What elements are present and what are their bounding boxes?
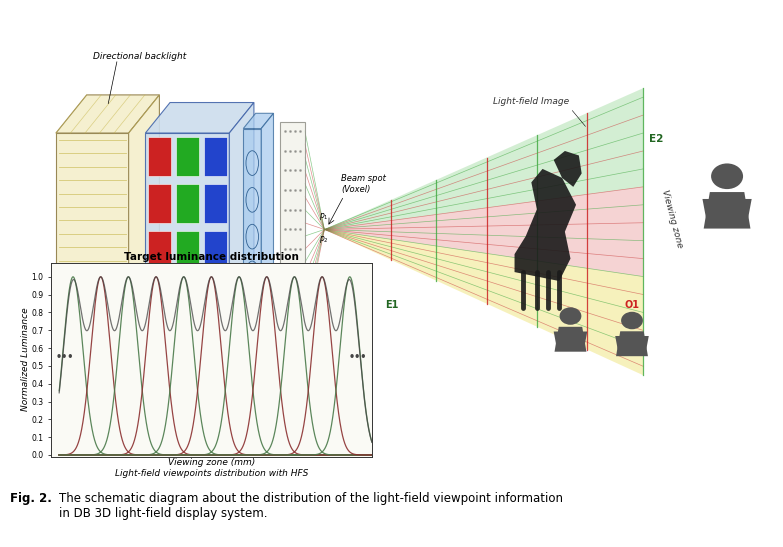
Polygon shape bbox=[146, 133, 229, 322]
Bar bbox=[175, 231, 199, 271]
Text: •••: ••• bbox=[349, 352, 367, 362]
Bar bbox=[175, 137, 199, 176]
Text: O1: O1 bbox=[625, 300, 640, 310]
Polygon shape bbox=[324, 88, 643, 230]
Polygon shape bbox=[324, 230, 643, 375]
Text: The schematic diagram about the distribution of the light-field viewpoint inform: The schematic diagram about the distribu… bbox=[59, 492, 563, 520]
Text: LCD panel: LCD panel bbox=[114, 335, 161, 344]
Circle shape bbox=[711, 164, 743, 189]
Polygon shape bbox=[615, 336, 649, 350]
X-axis label: Viewing zone (mm)
Light-field viewpoints distribution with HFS: Viewing zone (mm) Light-field viewpoints… bbox=[115, 458, 308, 478]
Polygon shape bbox=[128, 95, 160, 322]
Polygon shape bbox=[56, 133, 128, 322]
Text: Beam spot
(Voxel): Beam spot (Voxel) bbox=[341, 174, 386, 194]
Bar bbox=[148, 231, 171, 271]
Bar bbox=[204, 231, 227, 271]
Polygon shape bbox=[146, 102, 254, 133]
Bar bbox=[148, 137, 171, 176]
Polygon shape bbox=[554, 151, 582, 187]
Bar bbox=[204, 137, 227, 176]
Bar bbox=[175, 278, 199, 318]
Text: HFS: HFS bbox=[283, 347, 301, 357]
Text: Optical lenslet: Optical lenslet bbox=[180, 346, 245, 355]
Text: $p_1$: $p_1$ bbox=[319, 211, 329, 222]
Text: Light-field Image: Light-field Image bbox=[493, 97, 569, 106]
Polygon shape bbox=[616, 331, 648, 356]
Text: $p_2$: $p_2$ bbox=[319, 234, 329, 245]
Polygon shape bbox=[56, 95, 160, 133]
Bar bbox=[280, 122, 305, 337]
Bar bbox=[148, 184, 171, 224]
Text: E1: E1 bbox=[384, 300, 399, 310]
Text: Viewing zone: Viewing zone bbox=[660, 188, 684, 248]
Text: Fig. 2.: Fig. 2. bbox=[10, 492, 52, 505]
Bar bbox=[148, 278, 171, 318]
Polygon shape bbox=[514, 169, 576, 281]
Polygon shape bbox=[554, 327, 586, 352]
Y-axis label: Normalized Luminance: Normalized Luminance bbox=[20, 308, 30, 411]
Polygon shape bbox=[262, 113, 273, 330]
Bar bbox=[244, 129, 262, 330]
Polygon shape bbox=[702, 199, 752, 219]
Text: •••: ••• bbox=[56, 352, 74, 362]
Polygon shape bbox=[244, 113, 273, 129]
Bar bbox=[204, 278, 227, 318]
Polygon shape bbox=[229, 102, 254, 322]
Polygon shape bbox=[554, 331, 587, 345]
Title: Target luminance distribution: Target luminance distribution bbox=[124, 252, 299, 262]
Circle shape bbox=[560, 307, 581, 325]
Bar bbox=[204, 184, 227, 224]
Polygon shape bbox=[704, 192, 750, 229]
Bar bbox=[175, 184, 199, 224]
Circle shape bbox=[621, 312, 643, 329]
Polygon shape bbox=[324, 187, 643, 277]
Text: E2: E2 bbox=[649, 134, 663, 144]
Text: Directional backlight: Directional backlight bbox=[93, 53, 186, 61]
